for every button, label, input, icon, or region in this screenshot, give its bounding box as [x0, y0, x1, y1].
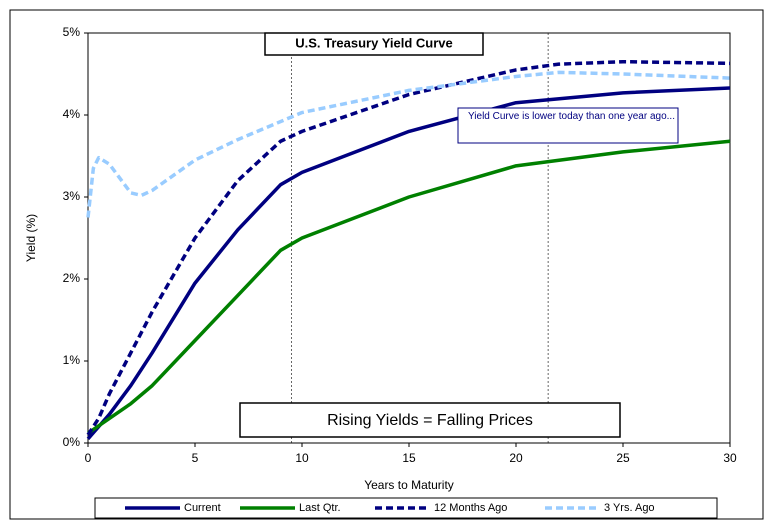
- x-tick-label: 25: [616, 451, 630, 465]
- y-tick-label: 5%: [63, 25, 81, 39]
- x-tick-label: 5: [192, 451, 199, 465]
- legend-box: [94, 497, 718, 519]
- series-line: [86, 86, 731, 441]
- x-tick-label: 0: [85, 451, 92, 465]
- x-tick-label: 10: [295, 451, 309, 465]
- y-tick-label: 3%: [63, 189, 81, 203]
- x-tick-label: 15: [402, 451, 416, 465]
- series-line: [86, 59, 731, 436]
- annotation-box: [239, 402, 621, 438]
- y-tick-label: 0%: [63, 435, 81, 449]
- y-axis-title: Yield (%): [24, 214, 38, 262]
- annotation: Rising Yields = Falling Prices: [327, 412, 533, 429]
- y-tick-label: 2%: [63, 271, 81, 285]
- title-box: [264, 32, 484, 56]
- y-tick-label: 1%: [63, 353, 81, 367]
- x-tick-label: 30: [723, 451, 737, 465]
- legend-label: 3 Yrs. Ago: [604, 502, 655, 514]
- chart-title: U.S. Treasury Yield Curve: [295, 35, 453, 50]
- legend-label: Last Qtr.: [299, 502, 341, 514]
- annotation-wrap: Yield Curve is lower today than one year…: [468, 111, 675, 122]
- annotation: Yield Curve is lower today than one year…: [468, 111, 675, 122]
- legend-label: Current: [184, 502, 221, 514]
- series-line: [87, 139, 731, 435]
- y-tick-label: 4%: [63, 107, 81, 121]
- annotation-box: [457, 107, 679, 144]
- x-tick-label: 20: [509, 451, 523, 465]
- legend-label: 12 Months Ago: [434, 502, 507, 514]
- x-axis-title: Years to Maturity: [364, 478, 454, 492]
